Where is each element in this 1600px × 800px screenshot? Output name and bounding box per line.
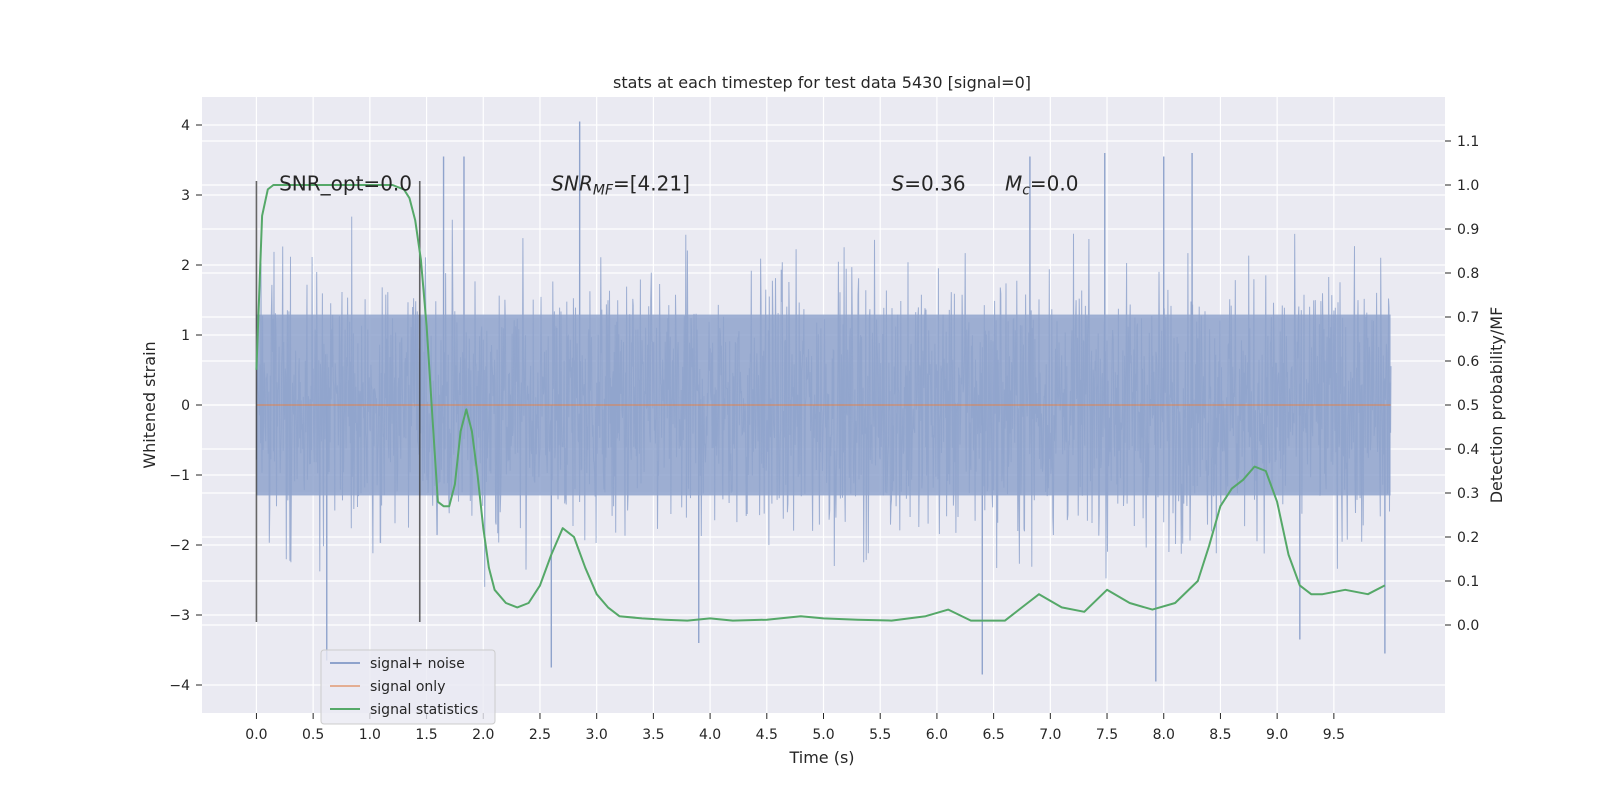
x-tick-label-2: 1.0	[359, 727, 381, 743]
y-right-tick-label-3: 0.8	[1457, 266, 1479, 282]
y-right-tick-label-0: 1.1	[1457, 134, 1479, 150]
y-right-tick-label-1: 1.0	[1457, 178, 1479, 194]
x-tick-label-8: 4.0	[699, 727, 721, 743]
x-tick-label-11: 5.5	[869, 727, 891, 743]
y-right-tick-label-4: 0.7	[1457, 310, 1479, 326]
annotation-1: SNRMF=[4.21]	[551, 172, 690, 199]
y-left-tick-label-7: −3	[169, 608, 190, 624]
series-signal-statistics	[255, 184, 1386, 622]
legend-label-signal-statistics: signal statistics	[370, 702, 478, 718]
annotation-0: SNR_opt=0.0	[279, 172, 412, 196]
x-tick-label-12: 6.0	[926, 727, 948, 743]
y-axis-left-label: Whitened strain	[140, 341, 159, 468]
y-axis-right-ticks: 1.1 1.0 0.9 0.8 0.7 0.6 0.5 0.4 0.3 0.2 0.1 0.0	[1445, 134, 1479, 634]
x-tick-label-5: 2.5	[529, 727, 551, 743]
legend: signal+ noise signal only signal statist…	[320, 649, 496, 725]
chart-title: stats at each timestep for test data 543…	[613, 73, 1031, 92]
y-right-tick-label-2: 0.9	[1457, 222, 1479, 238]
y-left-tick-label-2: 2	[181, 258, 190, 274]
y-left-tick-label-8: −4	[169, 678, 190, 694]
y-left-tick-label-0: 4	[181, 118, 190, 134]
y-left-tick-label-5: −1	[169, 468, 190, 484]
x-tick-label-6: 3.0	[586, 727, 608, 743]
y-left-tick-label-6: −2	[169, 538, 190, 554]
legend-label-signal-only: signal only	[370, 679, 445, 695]
x-tick-label-9: 4.5	[756, 727, 778, 743]
y-right-tick-label-8: 0.3	[1457, 486, 1479, 502]
y-axis-left-ticks: 4 3 2 1 0 −1 −2 −3 −4	[169, 118, 202, 694]
x-tick-label-13: 6.5	[982, 727, 1004, 743]
y-axis-right-label: Detection probability/MF	[1487, 307, 1506, 504]
x-tick-label-7: 3.5	[642, 727, 664, 743]
x-tick-label-17: 8.5	[1209, 727, 1231, 743]
x-tick-label-0: 0.0	[245, 727, 267, 743]
y-left-tick-label-3: 1	[181, 328, 190, 344]
y-left-tick-label-1: 3	[181, 188, 190, 204]
y-right-tick-label-9: 0.2	[1457, 530, 1479, 546]
y-right-tick-label-5: 0.6	[1457, 354, 1479, 370]
x-tick-label-19: 9.5	[1323, 727, 1345, 743]
legend-label-signal-noise: signal+ noise	[370, 656, 465, 672]
signal-statistics-line	[255, 184, 1386, 622]
x-tick-label-10: 5.0	[812, 727, 834, 743]
y-right-tick-label-10: 0.1	[1457, 574, 1479, 590]
y-right-tick-label-6: 0.5	[1457, 398, 1479, 414]
y-right-tick-label-7: 0.4	[1457, 442, 1479, 458]
noise-trace	[255, 216, 1392, 587]
x-tick-label-14: 7.0	[1039, 727, 1061, 743]
annotation-2: S=0.36	[892, 172, 966, 196]
legend-box	[320, 649, 496, 725]
x-tick-label-4: 2.0	[472, 727, 494, 743]
x-tick-label-1: 0.5	[302, 727, 324, 743]
x-axis-ticks: 0.0 0.5 1.0 1.5 2.0 2.5 3.0 3.5 4.0 4.5 5.0 5.5 6.0 6…	[245, 713, 1345, 743]
y-right-tick-label-11: 0.0	[1457, 618, 1479, 634]
x-axis-label: Time (s)	[788, 748, 854, 767]
annotations: SNR_opt=0.0 SNRMF=[4.21] S=0.36 Mc=0.0	[279, 172, 1078, 199]
x-tick-label-18: 9.0	[1266, 727, 1288, 743]
y-left-tick-label-4: 0	[181, 398, 190, 414]
x-tick-label-15: 7.5	[1096, 727, 1118, 743]
x-tick-label-16: 8.0	[1153, 727, 1175, 743]
x-tick-label-3: 1.5	[415, 727, 437, 743]
annotation-3: Mc=0.0	[1005, 172, 1079, 199]
